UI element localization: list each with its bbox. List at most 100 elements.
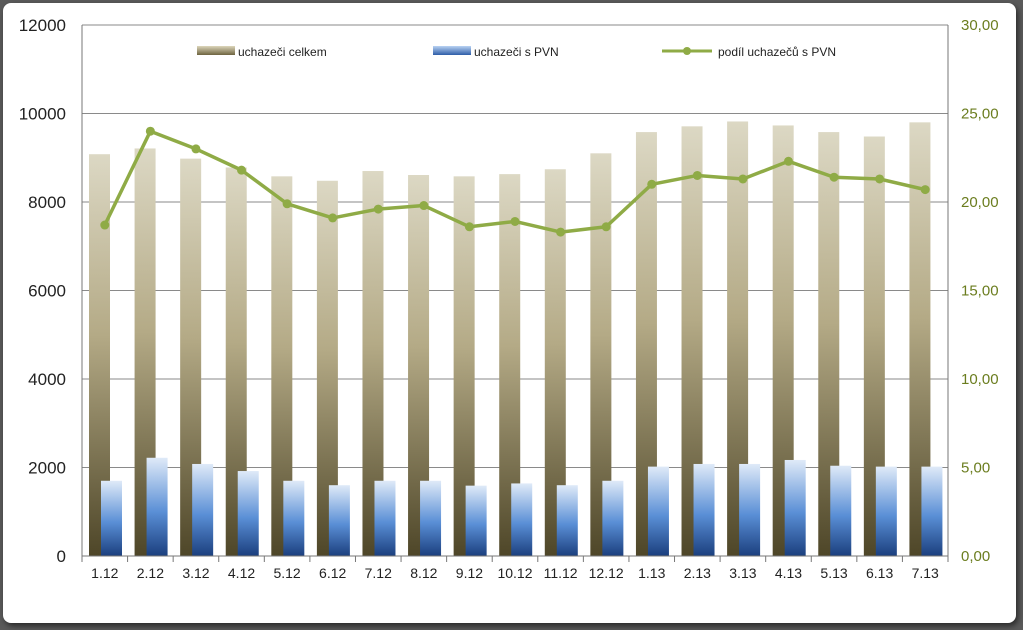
legend-item-pvn: uchazeči s PVN xyxy=(433,45,559,59)
share-point xyxy=(100,220,110,230)
y-left-tick-label: 12000 xyxy=(19,16,66,35)
share-point xyxy=(282,199,292,209)
bar-total xyxy=(544,169,566,556)
axes-layer xyxy=(81,25,949,562)
legend-label-pvn: uchazeči s PVN xyxy=(474,45,559,59)
bar-total xyxy=(772,125,794,556)
legend-swatch-total xyxy=(197,46,235,55)
legend-item-total: uchazeči celkem xyxy=(197,45,327,59)
bar-total xyxy=(362,171,384,556)
bar-pvn xyxy=(693,463,715,556)
legend: uchazeči celkem uchazeči s PVN podíl uch… xyxy=(197,45,836,59)
x-tick-label: 3.13 xyxy=(729,565,756,581)
bar-total xyxy=(89,154,110,556)
x-tick-label: 4.13 xyxy=(775,565,802,581)
legend-label-share: podíl uchazečů s PVN xyxy=(718,45,836,59)
bar-pvn xyxy=(921,466,943,556)
y-left-tick-label: 6000 xyxy=(28,282,66,301)
share-point xyxy=(783,156,793,166)
share-point xyxy=(692,170,702,180)
share-point xyxy=(556,227,566,237)
bar-pvn xyxy=(465,485,487,556)
y-left-tick-label: 0 xyxy=(57,547,66,566)
x-tick-label: 5.12 xyxy=(273,565,300,581)
x-tick-label: 1.13 xyxy=(638,565,665,581)
x-tick-label: 1.12 xyxy=(91,565,118,581)
x-tick-label: 4.12 xyxy=(228,565,255,581)
legend-item-share: podíl uchazečů s PVN xyxy=(662,45,836,59)
x-tick-label: 7.12 xyxy=(365,565,392,581)
y-left-tick-label: 8000 xyxy=(28,193,66,212)
bar-pvn xyxy=(146,457,168,556)
bar-pvn xyxy=(101,480,122,556)
bar-pvn xyxy=(647,466,669,556)
share-point xyxy=(373,204,383,214)
legend-swatch-pvn xyxy=(433,46,471,55)
y-left-tick-label: 4000 xyxy=(28,370,66,389)
bar-total xyxy=(635,132,657,556)
bar-total xyxy=(453,176,475,556)
legend-marker-share xyxy=(683,47,691,55)
share-point xyxy=(419,201,429,211)
x-tick-label: 6.13 xyxy=(866,565,893,581)
bar-pvn xyxy=(374,480,396,556)
share-point xyxy=(328,213,338,223)
y-left-tick-label: 10000 xyxy=(19,105,66,124)
x-tick-label: 12.12 xyxy=(589,565,624,581)
share-point xyxy=(738,174,748,184)
legend-label-total: uchazeči celkem xyxy=(238,45,327,59)
bar-pvn xyxy=(739,463,761,556)
y-right-tick-label: 5,00 xyxy=(961,460,990,477)
x-tick-label: 9.12 xyxy=(456,565,483,581)
share-point xyxy=(510,216,520,226)
bar-total xyxy=(727,121,749,556)
bars-layer xyxy=(89,121,943,557)
bar-pvn xyxy=(784,459,806,556)
bar-pvn xyxy=(237,471,259,556)
share-point xyxy=(829,172,839,182)
bar-pvn xyxy=(511,483,533,556)
share-point xyxy=(191,144,201,154)
bar-total xyxy=(225,167,247,557)
bar-total xyxy=(681,126,703,557)
line-layer xyxy=(100,126,930,237)
bar-total xyxy=(499,174,521,556)
bar-total xyxy=(909,122,931,556)
bar-pvn xyxy=(830,465,852,556)
x-tick-label: 5.13 xyxy=(820,565,847,581)
x-tick-label: 2.13 xyxy=(684,565,711,581)
bar-total xyxy=(818,132,840,556)
bar-total xyxy=(271,176,293,556)
bar-total xyxy=(408,175,430,556)
share-point xyxy=(237,165,247,175)
x-tick-label: 11.12 xyxy=(544,565,578,581)
y-right-tick-label: 15,00 xyxy=(961,283,999,300)
bar-pvn xyxy=(602,480,624,556)
bar-total xyxy=(316,180,338,556)
y-right-tick-label: 20,00 xyxy=(961,194,999,211)
bar-pvn xyxy=(328,485,350,556)
bar-pvn xyxy=(420,480,442,556)
share-point xyxy=(601,222,611,232)
x-tick-label: 8.12 xyxy=(410,565,437,581)
x-tick-label: 6.12 xyxy=(319,565,346,581)
share-point xyxy=(145,126,155,136)
x-tick-label: 10.12 xyxy=(497,565,532,581)
x-tick-label: 7.13 xyxy=(912,565,939,581)
y-right-tick-label: 0,00 xyxy=(961,548,990,565)
bar-total xyxy=(180,158,202,556)
y-right-tick-label: 30,00 xyxy=(961,17,999,34)
x-tick-label: 3.12 xyxy=(182,565,209,581)
y-left-tick-label: 2000 xyxy=(28,459,66,478)
bar-total xyxy=(134,148,156,556)
bar-total xyxy=(590,153,612,556)
y-right-tick-label: 10,00 xyxy=(961,371,999,388)
bar-total xyxy=(863,136,885,556)
bar-pvn xyxy=(192,463,214,556)
share-point xyxy=(464,222,474,232)
bar-pvn xyxy=(875,466,897,556)
bar-pvn xyxy=(283,480,305,556)
share-point xyxy=(647,179,657,189)
share-point xyxy=(920,185,930,195)
